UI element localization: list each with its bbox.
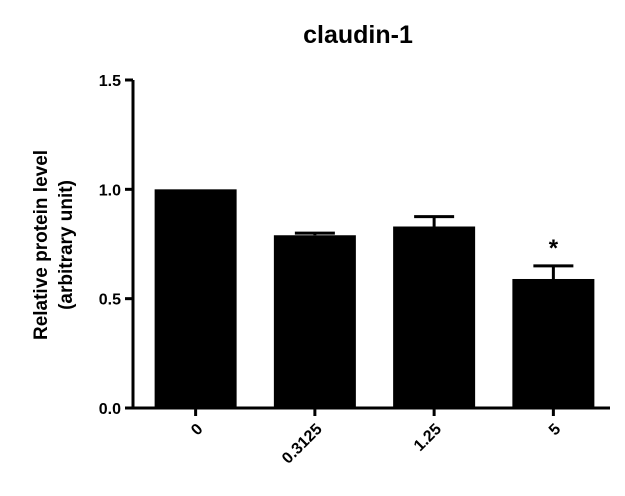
chart-title: claudin-1 xyxy=(303,21,413,49)
y-tick-label: 1.0 xyxy=(99,182,121,199)
bar-0.3125 xyxy=(273,235,356,408)
bar-0 xyxy=(154,189,237,408)
significance-marker: * xyxy=(549,235,559,262)
x-tick-label: 1.25 xyxy=(411,421,445,455)
y-tick-label: 1.5 xyxy=(99,73,121,90)
y-axis-label-line-1: Relative protein level xyxy=(31,150,52,340)
bar-1.25 xyxy=(393,226,476,408)
y-tick-label: 0.0 xyxy=(99,401,121,418)
y-axis-label-line-2: (arbitrary unit) xyxy=(56,180,77,310)
bar-5 xyxy=(512,278,595,408)
y-tick-label: 0.5 xyxy=(99,292,121,309)
x-tick-label: 0 xyxy=(188,421,206,439)
plot-area: 0.0 0.5 1.0 1.5 0 0.3125 1.25 * 5 xyxy=(99,73,610,467)
x-tick-label: 0.3125 xyxy=(279,421,326,468)
x-tick-label: 5 xyxy=(546,421,564,439)
